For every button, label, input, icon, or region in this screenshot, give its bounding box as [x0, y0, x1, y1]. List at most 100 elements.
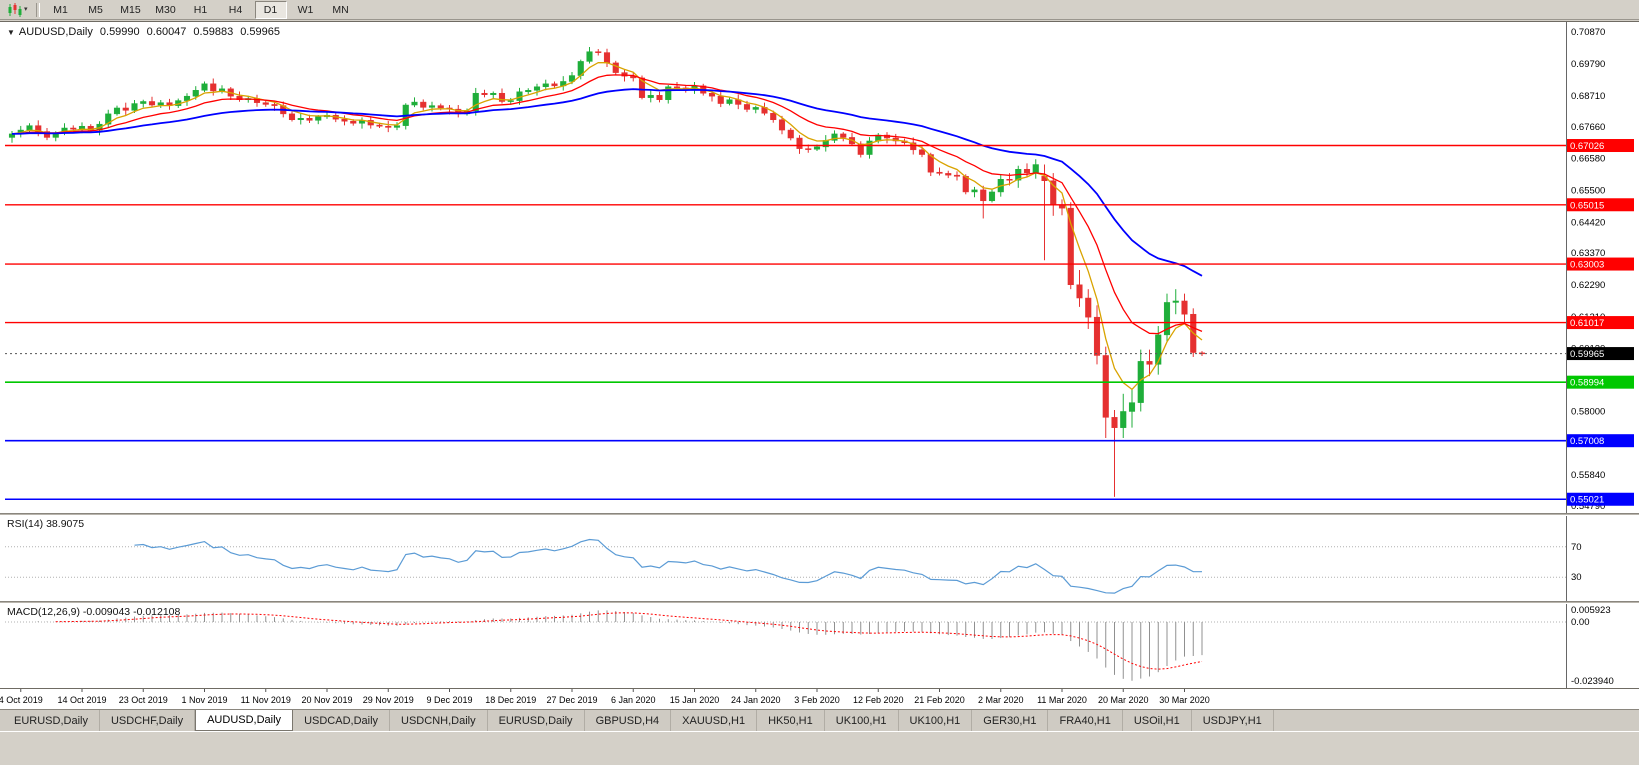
timeframe-button-m5[interactable]: M5: [88, 3, 103, 16]
svg-text:0.58000: 0.58000: [1571, 406, 1605, 417]
chart-tab-gbpusd-h4[interactable]: GBPUSD,H4: [584, 710, 672, 731]
date-label: 20 Mar 2020: [1098, 695, 1149, 705]
chart-title: ▼ AUDUSD,Daily 0.59990 0.60047 0.59883 0.5996…: [7, 26, 287, 38]
chart-type-icon[interactable]: ▾: [4, 2, 31, 18]
macd-axis-tick: -0.023940: [1571, 676, 1614, 687]
price-badge: 0.67026: [1567, 139, 1634, 153]
svg-text:0.63003: 0.63003: [1570, 260, 1604, 271]
date-label: 9 Dec 2019: [426, 695, 472, 705]
svg-text:0.63370: 0.63370: [1571, 248, 1605, 259]
ohlc-close: 0.59965: [240, 26, 280, 38]
rsi-line: [134, 538, 1203, 594]
date-label: 2 Mar 2020: [978, 695, 1024, 705]
ohlc-high: 0.60047: [146, 26, 187, 38]
macd-pane[interactable]: 0.005923 0.00 -0.023940 MACD(12,26,9) -0.0…: [0, 604, 1639, 688]
svg-text:0.64420: 0.64420: [1571, 217, 1605, 228]
date-label: 15 Jan 2020: [670, 695, 720, 705]
timeframe-button-m15[interactable]: M15: [120, 3, 141, 16]
pane-divider[interactable]: [0, 513, 1639, 516]
chart-tab-uk100-h1[interactable]: UK100,H1: [824, 710, 899, 731]
svg-text:0.57008: 0.57008: [1570, 436, 1604, 447]
date-label: 6 Jan 2020: [611, 695, 656, 705]
svg-text:0.67026: 0.67026: [1570, 141, 1604, 152]
chart-tab-eurusd-daily[interactable]: EURUSD,Daily: [487, 710, 585, 731]
price-badge: 0.59965: [1567, 347, 1634, 361]
timeframe-button-w1[interactable]: W1: [297, 3, 314, 16]
price-badge: 0.58994: [1567, 375, 1634, 389]
date-label: 20 Nov 2019: [301, 695, 352, 705]
chart-tabs-bar: EURUSD,Daily USDCHF,Daily AUDUSD,Daily USDC…: [0, 709, 1639, 731]
pane-divider[interactable]: [0, 601, 1639, 604]
timeframe-button-d1[interactable]: D1: [254, 0, 287, 19]
moving-average-34: [11, 88, 1203, 277]
chevron-down-icon: ▾: [24, 6, 28, 13]
chart-window[interactable]: 0.70870 0.69790 0.68710 0.67660 0.66580 0.655…: [0, 21, 1639, 710]
main-chart-pane[interactable]: 0.70870 0.69790 0.68710 0.67660 0.66580 0.655…: [0, 22, 1639, 513]
chart-dropdown-icon[interactable]: ▼: [7, 28, 15, 37]
date-label: 29 Nov 2019: [363, 695, 414, 705]
chart-tab-xauusd-h1[interactable]: XAUUSD,H1: [671, 710, 758, 731]
chart-tab-audusd-daily[interactable]: AUDUSD,Daily: [195, 710, 294, 731]
chart-tab-usdchf-daily[interactable]: USDCHF,Daily: [99, 710, 196, 731]
timeframe-button-mn[interactable]: MN: [332, 3, 349, 16]
timeframe-toolbar: ▾ M1 M5 M15 M30 H1 H4 D1 W1 MN: [0, 0, 1639, 20]
chart-symbol-label: AUDUSD,Daily: [18, 26, 93, 38]
chart-tab-usoil-h1[interactable]: USOil,H1: [1122, 710, 1192, 731]
date-label: 1 Nov 2019: [181, 695, 227, 705]
timeframe-buttons: M1 M5 M15 M30 H1 H4 D1 W1 MN: [45, 0, 357, 19]
date-label: 21 Feb 2020: [914, 695, 965, 705]
rsi-label: RSI(14) 38.9075: [7, 518, 85, 530]
svg-text:0.61017: 0.61017: [1570, 318, 1604, 329]
svg-text:0.67660: 0.67660: [1571, 122, 1605, 133]
price-chart[interactable]: 0.70870 0.69790 0.68710 0.67660 0.66580 0.655…: [0, 22, 1639, 513]
date-label: 11 Nov 2019: [241, 695, 291, 705]
status-bar: [0, 731, 1639, 765]
date-label: 11 Mar 2020: [1037, 695, 1087, 705]
timeframe-button-h1[interactable]: H1: [193, 3, 208, 16]
macd-axis-tick: 0.005923: [1571, 605, 1611, 616]
candlestick-icon: [8, 2, 22, 17]
moving-average-13: [11, 74, 1203, 335]
chart-tab-usdcnh-daily[interactable]: USDCNH,Daily: [390, 710, 488, 731]
svg-text:0.55840: 0.55840: [1571, 470, 1605, 481]
svg-text:0.66580: 0.66580: [1571, 154, 1605, 165]
chart-tab-fra40-h1[interactable]: FRA40,H1: [1048, 710, 1123, 731]
chart-tab-uk100-h1[interactable]: UK100,H1: [898, 710, 973, 731]
chart-tab-hk50-h1[interactable]: HK50,H1: [757, 710, 825, 731]
macd-histogram: [37, 610, 1203, 681]
svg-text:0.54790: 0.54790: [1571, 501, 1605, 512]
date-label: 23 Oct 2019: [119, 695, 168, 705]
date-axis-labels: 4 Oct 2019 14 Oct 2019 23 Oct 2019 1 Nov 20…: [0, 689, 1210, 705]
price-badge: 0.61017: [1567, 316, 1634, 330]
moving-average-5: [11, 61, 1203, 391]
price-badge: 0.57008: [1567, 434, 1634, 448]
rsi-chart[interactable]: 70 30: [0, 516, 1639, 601]
svg-text:0.69790: 0.69790: [1571, 59, 1605, 70]
price-badge: 0.63003: [1567, 257, 1634, 271]
rsi-level-label: 30: [1571, 572, 1582, 583]
svg-text:0.70870: 0.70870: [1571, 27, 1605, 38]
rsi-pane[interactable]: 70 30 RSI(14) 38.9075: [0, 516, 1639, 601]
toolbar-separator: [35, 2, 40, 17]
date-axis[interactable]: 4 Oct 2019 14 Oct 2019 23 Oct 2019 1 Nov 20…: [0, 688, 1639, 710]
chart-tab-ger30-h1[interactable]: GER30,H1: [972, 710, 1049, 731]
timeframe-button-h4[interactable]: H4: [228, 3, 243, 16]
chart-tab-usdjpy-h1[interactable]: USDJPY,H1: [1191, 710, 1274, 731]
svg-text:0.65015: 0.65015: [1570, 200, 1604, 211]
macd-axis-tick: 0.00: [1571, 617, 1590, 628]
svg-text:0.59965: 0.59965: [1570, 349, 1604, 360]
candles: [8, 46, 1206, 497]
price-badge: 0.65015: [1567, 198, 1634, 212]
svg-text:0.65500: 0.65500: [1571, 185, 1605, 196]
svg-text:0.58994: 0.58994: [1570, 378, 1604, 389]
timeframe-button-m30[interactable]: M30: [155, 3, 176, 16]
chart-tab-eurusd-daily[interactable]: EURUSD,Daily: [3, 710, 100, 731]
date-label: 12 Feb 2020: [853, 695, 904, 705]
date-label: 4 Oct 2019: [0, 695, 43, 705]
svg-text:0.55021: 0.55021: [1570, 495, 1604, 506]
timeframe-button-m1[interactable]: M1: [53, 3, 68, 16]
chart-tab-usdcad-daily[interactable]: USDCAD,Daily: [293, 710, 391, 731]
svg-text:0.62290: 0.62290: [1571, 280, 1605, 291]
